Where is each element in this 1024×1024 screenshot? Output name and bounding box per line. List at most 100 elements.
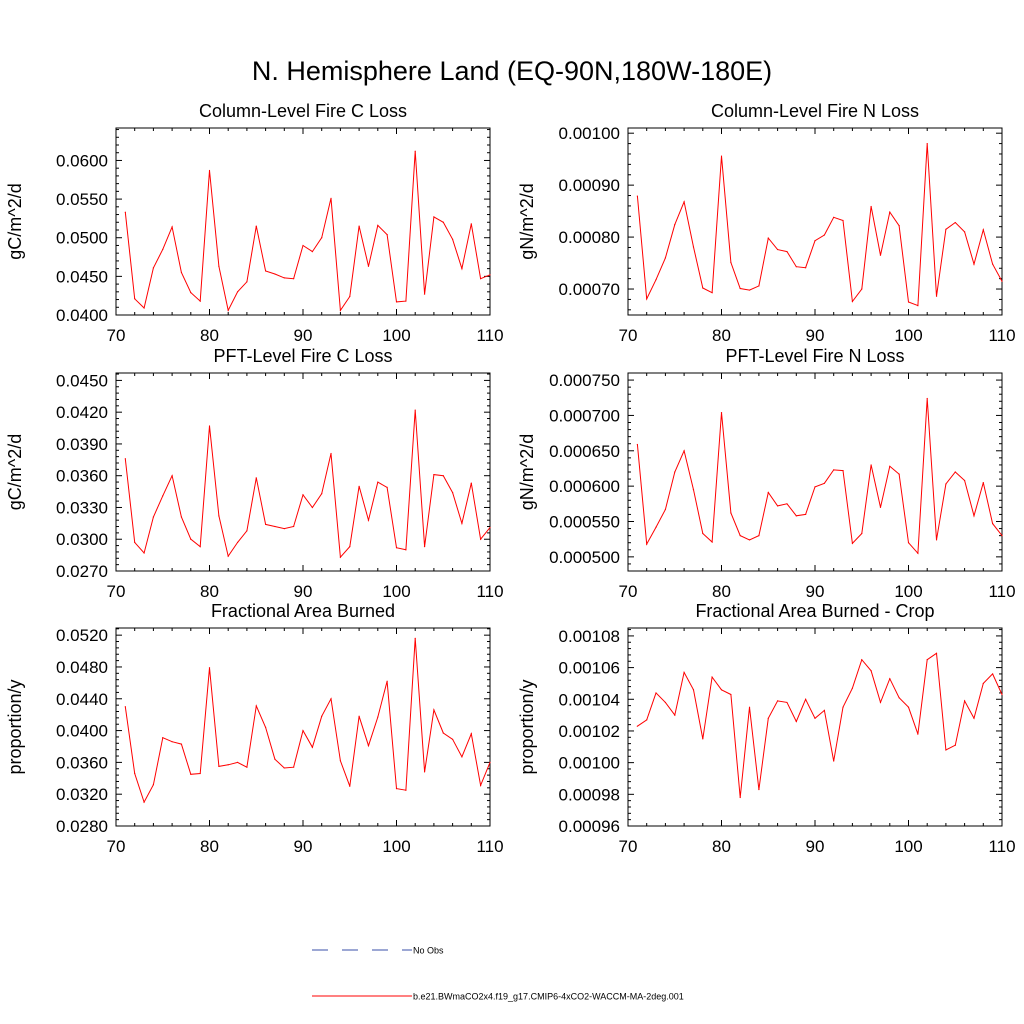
y-tick-label: 0.00100: [559, 124, 620, 143]
data-point: [954, 744, 956, 746]
data-point: [973, 263, 975, 265]
y-axis-label: gN/m^2/d: [517, 434, 537, 510]
data-point: [898, 697, 900, 699]
y-tick-label: 0.0600: [56, 151, 108, 170]
data-point: [162, 248, 164, 250]
data-point: [655, 279, 657, 281]
y-tick-label: 0.0500: [56, 229, 108, 248]
data-point: [767, 237, 769, 239]
y-tick-label: 0.0360: [56, 753, 108, 772]
y-tick-label: 0.00104: [559, 690, 620, 709]
y-tick-label: 0.00098: [559, 785, 620, 804]
y-tick-label: 0.0440: [56, 690, 108, 709]
data-point: [386, 680, 388, 682]
data-point: [664, 257, 667, 259]
data-point: [190, 773, 192, 775]
data-point: [646, 543, 648, 545]
data-point: [992, 673, 994, 675]
data-point: [227, 555, 229, 557]
data-point: [720, 412, 723, 414]
y-tick-label: 0.00070: [559, 280, 620, 299]
data-point: [423, 771, 426, 773]
data-point: [367, 745, 370, 747]
x-tick-label: 80: [200, 326, 219, 345]
data-point: [358, 485, 360, 487]
y-tick-label: 0.000500: [549, 548, 620, 567]
y-tick-label: 0.00090: [559, 176, 620, 195]
x-tick-label: 80: [200, 837, 219, 856]
data-point: [274, 525, 276, 528]
legend: No Obs b.e21.BWmaCO2x4.f19_g17.CMIP6-4xCO…: [312, 946, 684, 1002]
data-point: [433, 216, 435, 218]
data-point: [293, 278, 295, 280]
data-point: [964, 700, 966, 702]
data-point: [152, 267, 154, 269]
data-point: [330, 197, 332, 199]
x-tick-label: 100: [894, 582, 922, 601]
data-point: [180, 516, 183, 518]
x-tick-label: 90: [806, 326, 825, 345]
y-tick-label: 0.0450: [56, 371, 108, 390]
data-point: [935, 295, 938, 297]
data-point: [664, 508, 667, 511]
data-point: [814, 717, 816, 719]
legend-label: b.e21.BWmaCO2x4.f19_g17.CMIP6-4xCO2-WACC…: [413, 992, 684, 1002]
data-point: [330, 452, 332, 455]
data-point: [255, 477, 257, 479]
data-point: [143, 307, 145, 309]
data-point: [692, 246, 695, 248]
data-point: [489, 761, 491, 763]
data-point: [758, 535, 760, 537]
data-point: [795, 266, 797, 268]
data-point: [414, 409, 416, 411]
data-point: [423, 293, 426, 295]
data-point: [227, 309, 229, 311]
data-point: [683, 450, 685, 452]
data-point: [134, 541, 136, 544]
data-point: [199, 772, 201, 775]
data-point: [646, 298, 648, 300]
data-point: [805, 267, 807, 269]
panel-5: Fractional Area Burned proportion/y 70 80 90…: [5, 601, 504, 856]
data-point: [842, 469, 844, 472]
y-tick-label: 0.000550: [549, 513, 620, 532]
x-tick-label: 100: [894, 837, 922, 856]
data-point: [442, 221, 444, 223]
data-point: [786, 251, 788, 253]
data-point: [377, 481, 379, 483]
panels: Column-Level Fire C Loss gC/m^2/d 70 80 90 10…: [5, 101, 1016, 856]
data-point: [870, 670, 872, 672]
data-point: [470, 482, 472, 484]
data-point: [452, 492, 454, 494]
data-point: [246, 530, 248, 532]
panel-2: Column-Level Fire N Loss gN/m^2/d 70 80 90 10…: [517, 101, 1016, 345]
data-point: [218, 265, 220, 267]
data-point: [405, 789, 407, 791]
y-axis-label: gN/m^2/d: [517, 183, 537, 259]
data-point: [786, 503, 788, 505]
data-point: [833, 469, 835, 471]
y-tick-label: 0.0330: [56, 498, 108, 517]
x-tick-label: 90: [294, 326, 313, 345]
data-point: [702, 287, 704, 289]
x-tick-label: 70: [107, 326, 126, 345]
data-point: [711, 292, 713, 294]
data-point: [973, 515, 975, 517]
series-line: [124, 151, 491, 312]
series-line: [124, 410, 491, 559]
data-point: [851, 687, 854, 689]
data-point: [433, 709, 435, 711]
data-point: [208, 425, 211, 427]
y-tick-label: 0.0550: [56, 190, 108, 209]
data-point: [758, 788, 760, 791]
data-point: [814, 240, 816, 242]
panel-4: PFT-Level Fire N Loss gN/m^2/d 70 80 90 100 11…: [517, 346, 1016, 601]
data-point: [692, 489, 695, 491]
y-tick-label: 0.00080: [559, 228, 620, 247]
data-point: [274, 758, 276, 760]
x-tick-label: 80: [200, 582, 219, 601]
data-point: [180, 271, 183, 274]
data-point: [461, 522, 463, 524]
data-point: [917, 305, 919, 307]
data-point: [470, 223, 472, 225]
